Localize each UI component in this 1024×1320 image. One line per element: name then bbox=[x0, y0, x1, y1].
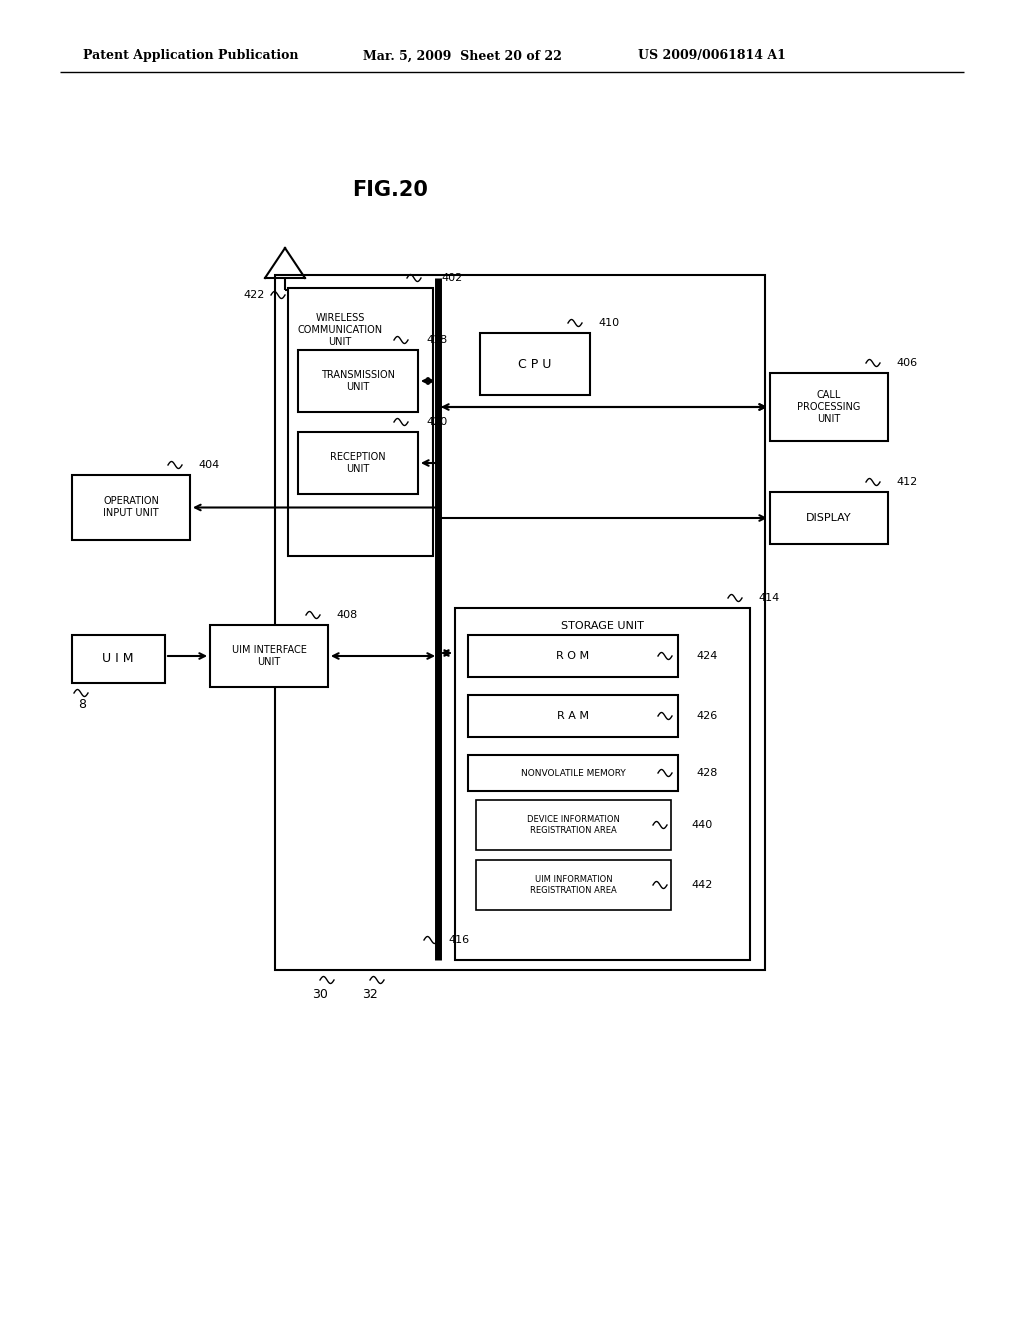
Text: TRANSMISSION
UNIT: TRANSMISSION UNIT bbox=[321, 370, 395, 392]
Text: 428: 428 bbox=[696, 768, 718, 777]
Text: FIG.20: FIG.20 bbox=[352, 180, 428, 201]
Text: 422: 422 bbox=[244, 290, 265, 300]
Text: 32: 32 bbox=[362, 987, 378, 1001]
Text: 410: 410 bbox=[598, 318, 620, 327]
Bar bbox=[468, 696, 678, 737]
Text: DISPLAY: DISPLAY bbox=[806, 513, 852, 523]
Text: 442: 442 bbox=[691, 880, 713, 890]
Bar bbox=[770, 374, 888, 441]
Text: DEVICE INFORMATION
REGISTRATION AREA: DEVICE INFORMATION REGISTRATION AREA bbox=[527, 816, 620, 834]
Text: Mar. 5, 2009  Sheet 20 of 22: Mar. 5, 2009 Sheet 20 of 22 bbox=[362, 49, 562, 62]
Text: STORAGE UNIT: STORAGE UNIT bbox=[561, 620, 644, 631]
Bar bbox=[288, 288, 433, 556]
Text: 8: 8 bbox=[78, 698, 86, 711]
Bar bbox=[298, 432, 418, 494]
Text: R A M: R A M bbox=[557, 711, 589, 721]
Bar bbox=[210, 624, 328, 686]
Bar bbox=[770, 492, 888, 544]
Bar bbox=[275, 275, 765, 970]
Bar bbox=[455, 609, 750, 960]
Text: OPERATION
INPUT UNIT: OPERATION INPUT UNIT bbox=[103, 496, 159, 517]
Bar bbox=[72, 475, 190, 540]
Bar bbox=[72, 635, 165, 682]
Bar bbox=[298, 350, 418, 412]
Bar bbox=[476, 800, 671, 850]
Text: 414: 414 bbox=[758, 593, 779, 603]
Text: 420: 420 bbox=[426, 417, 447, 426]
Bar bbox=[476, 861, 671, 909]
Text: C P U: C P U bbox=[518, 358, 552, 371]
Text: WIRELESS
COMMUNICATION
UNIT: WIRELESS COMMUNICATION UNIT bbox=[297, 313, 383, 347]
Bar bbox=[468, 635, 678, 677]
Text: 412: 412 bbox=[896, 477, 918, 487]
Text: NONVOLATILE MEMORY: NONVOLATILE MEMORY bbox=[520, 768, 626, 777]
Text: RECEPTION
UNIT: RECEPTION UNIT bbox=[330, 453, 386, 474]
Text: U I M: U I M bbox=[102, 652, 134, 665]
Text: UIM INFORMATION
REGISTRATION AREA: UIM INFORMATION REGISTRATION AREA bbox=[530, 875, 616, 895]
Text: 416: 416 bbox=[449, 935, 469, 945]
Bar bbox=[480, 333, 590, 395]
Text: 406: 406 bbox=[896, 358, 918, 368]
Text: 424: 424 bbox=[696, 651, 718, 661]
Text: 418: 418 bbox=[426, 335, 447, 345]
Text: UIM INTERFACE
UNIT: UIM INTERFACE UNIT bbox=[231, 645, 306, 667]
Text: R O M: R O M bbox=[556, 651, 590, 661]
Text: 408: 408 bbox=[336, 610, 357, 620]
Text: 440: 440 bbox=[691, 820, 713, 830]
Text: Patent Application Publication: Patent Application Publication bbox=[83, 49, 299, 62]
Text: 402: 402 bbox=[441, 273, 462, 282]
Bar bbox=[468, 755, 678, 791]
Text: CALL
PROCESSING
UNIT: CALL PROCESSING UNIT bbox=[798, 391, 861, 424]
Text: 30: 30 bbox=[312, 987, 328, 1001]
Text: 426: 426 bbox=[696, 711, 717, 721]
Text: 404: 404 bbox=[198, 459, 219, 470]
Text: US 2009/0061814 A1: US 2009/0061814 A1 bbox=[638, 49, 785, 62]
